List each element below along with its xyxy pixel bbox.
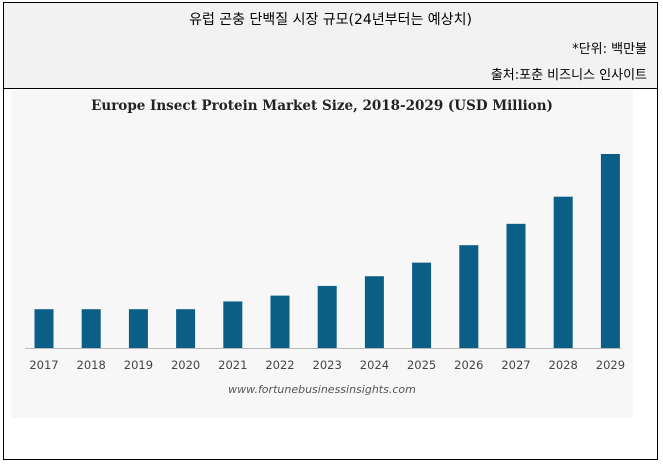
x-tick-label: 2029 xyxy=(596,358,625,372)
x-tick-label: 2025 xyxy=(407,358,436,372)
bar-2024 xyxy=(364,276,384,348)
source-watermark: www.fortunebusinessinsights.com xyxy=(228,383,416,396)
chart-title: Europe Insect Protein Market Size, 2018-… xyxy=(91,98,553,114)
bar-2027 xyxy=(506,223,526,348)
x-tick-label: 2021 xyxy=(218,358,247,372)
x-tick-label: 2018 xyxy=(77,358,106,372)
unit-note: *단위: 백만불 xyxy=(572,42,647,57)
bar-2022 xyxy=(270,295,290,348)
bar-2029 xyxy=(600,154,620,348)
bar-2017 xyxy=(34,309,54,348)
bar-chart: 2017 2018 2019 2020 2021 2022 2023 2024 2025 2026… xyxy=(25,154,625,372)
x-tick-label: 2027 xyxy=(501,358,530,372)
x-tick-label: 2023 xyxy=(313,358,342,372)
bar-2023 xyxy=(317,285,337,348)
bar-2019 xyxy=(128,309,148,348)
x-tick-label: 2020 xyxy=(171,358,200,372)
table-frame: 유럽 곤충 단백질 시장 규모(24년부터는 예상치) *단위: 백만불 출처:… xyxy=(3,2,658,460)
chart-area: Europe Insect Protein Market Size, 2018-… xyxy=(11,90,633,418)
bar-2025 xyxy=(412,262,432,348)
bar-2028 xyxy=(553,196,573,348)
bar-2018 xyxy=(81,309,101,348)
x-tick-label: 2026 xyxy=(454,358,483,372)
bar-2026 xyxy=(459,245,479,348)
header-title: 유럽 곤충 단백질 시장 규모(24년부터는 예상치) xyxy=(189,12,472,28)
header-cell: 유럽 곤충 단백질 시장 규모(24년부터는 예상치) *단위: 백만불 출처:… xyxy=(4,3,657,89)
x-tick-label: 2017 xyxy=(29,358,58,372)
x-tick-label: 2019 xyxy=(124,358,153,372)
source-note: 출처:포춘 비즈니스 인사이트 xyxy=(490,68,647,83)
x-tick-label: 2024 xyxy=(360,358,389,372)
bar-2021 xyxy=(223,301,243,348)
x-tick-label: 2028 xyxy=(549,358,578,372)
x-tick-label: 2022 xyxy=(265,358,294,372)
bar-2020 xyxy=(176,309,196,348)
